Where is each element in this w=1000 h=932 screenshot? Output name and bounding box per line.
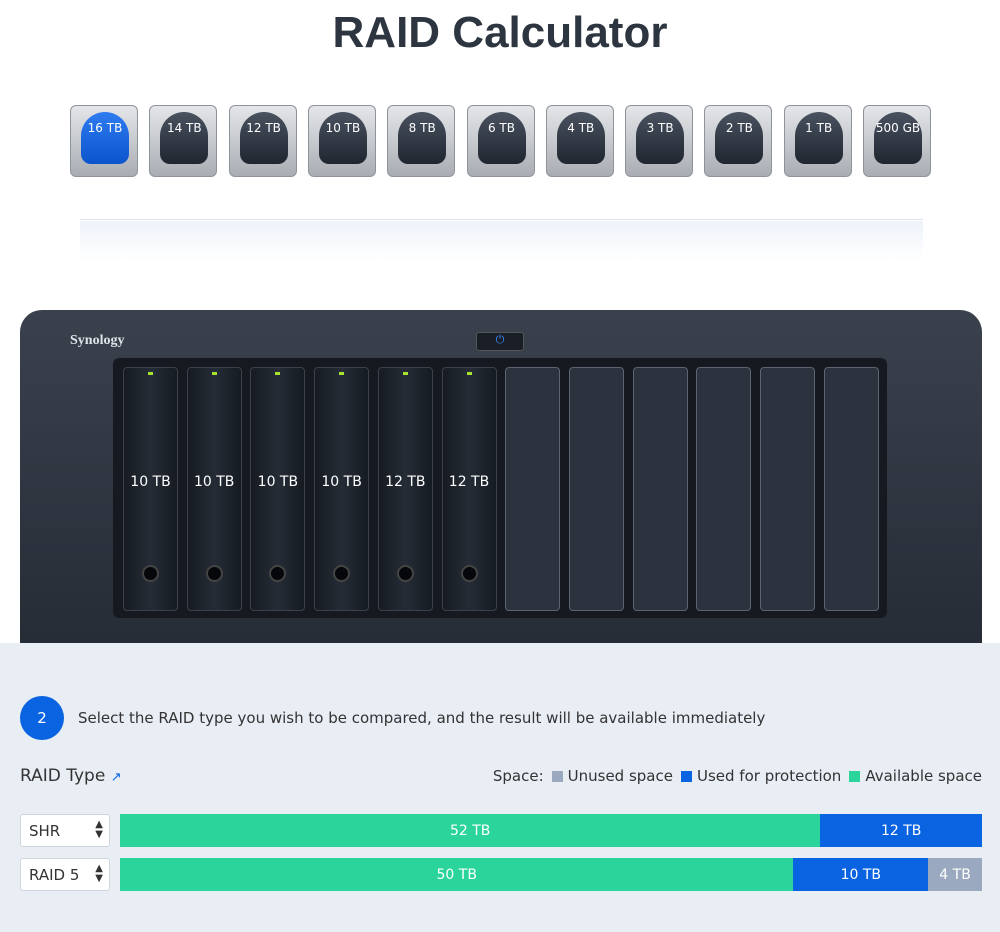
legend: Space: Unused space Used for protection Ava… bbox=[493, 767, 982, 785]
bay-lock bbox=[205, 565, 223, 582]
drive-bay[interactable]: 10 TB bbox=[123, 367, 178, 611]
drive-size: 500 GB bbox=[874, 112, 922, 164]
drive-size: 3 TB bbox=[636, 112, 685, 164]
drive-bay[interactable]: 10 TB bbox=[314, 367, 370, 611]
bay-lock bbox=[333, 565, 351, 582]
select-arrow: ▲ ▼ bbox=[95, 819, 103, 840]
legend-text: Unused space bbox=[567, 767, 673, 785]
drive-size: 10 TB bbox=[318, 112, 367, 164]
raid-type: SHR bbox=[29, 822, 61, 840]
bar-label: 10 TB bbox=[840, 866, 881, 883]
led bbox=[466, 372, 472, 375]
raid-select[interactable]: SHR ▲ ▼ bbox=[20, 814, 110, 847]
brand: Synology bbox=[70, 333, 125, 348]
bay-lock bbox=[269, 565, 287, 582]
empty-bay[interactable] bbox=[568, 367, 624, 611]
bar-label: 50 TB bbox=[436, 866, 477, 883]
raid-select[interactable]: RAID 5 ▲ ▼ bbox=[20, 858, 110, 891]
drive-size: 16 TB bbox=[81, 112, 129, 164]
bar-segment: 10 TB bbox=[793, 858, 929, 891]
led bbox=[402, 372, 408, 375]
drive-option[interactable]: 8 TB bbox=[387, 105, 456, 177]
drive-option[interactable]: 2 TB bbox=[704, 105, 773, 177]
drive-size: 8 TB bbox=[398, 112, 447, 164]
drive-option[interactable]: 500 GB bbox=[863, 105, 931, 177]
drive-size: 14 TB bbox=[160, 112, 209, 164]
drive-option[interactable]: 3 TB bbox=[625, 105, 694, 177]
drive-size: 12 TB bbox=[239, 112, 288, 164]
raid-type-label: RAID Type ↗ bbox=[20, 766, 122, 786]
bay-lock bbox=[460, 565, 478, 582]
empty-bay[interactable] bbox=[632, 367, 688, 611]
empty-bay[interactable] bbox=[696, 367, 752, 611]
bar-label: 12 TB bbox=[880, 822, 922, 839]
drive-size: 1 TB bbox=[794, 112, 843, 164]
led bbox=[211, 372, 217, 375]
select-arrow: ▲ ▼ bbox=[95, 863, 103, 884]
legend-item: Unused space bbox=[551, 767, 673, 785]
bar-segment: 52 TB bbox=[120, 814, 821, 847]
bay-lock bbox=[142, 565, 159, 582]
drive-size: 4 TB bbox=[556, 112, 605, 164]
bar-label: 4 TB bbox=[939, 866, 971, 883]
empty-bay[interactable] bbox=[823, 367, 879, 611]
legend-swatch bbox=[551, 770, 563, 782]
raid-type: RAID 5 bbox=[29, 866, 80, 884]
led bbox=[275, 372, 281, 375]
bar-segment: 4 TB bbox=[928, 858, 982, 891]
legend-text: Available space bbox=[865, 767, 982, 785]
step-number: 2 bbox=[20, 696, 64, 740]
legend-swatch bbox=[849, 770, 861, 782]
power-button[interactable]: ⏻ bbox=[476, 332, 524, 351]
legend-item: Used for protection bbox=[680, 767, 842, 785]
led bbox=[148, 372, 153, 375]
bay-lock bbox=[396, 565, 414, 582]
drive-option[interactable]: 4 TB bbox=[545, 105, 614, 177]
drive-option[interactable]: 10 TB bbox=[307, 105, 376, 177]
bar-segment: 12 TB bbox=[820, 814, 982, 847]
step-text: Select the RAID type you wish to be comp… bbox=[78, 709, 766, 727]
label: RAID Type bbox=[20, 766, 106, 786]
legend-text: Used for protection bbox=[696, 767, 842, 785]
drive-size: 2 TB bbox=[715, 112, 764, 164]
page-title: RAID Calculator bbox=[332, 8, 668, 57]
legend-item: Available space bbox=[849, 767, 982, 785]
bar-segment: 50 TB bbox=[120, 858, 794, 891]
empty-bay[interactable] bbox=[760, 367, 815, 611]
drive-option[interactable]: 6 TB bbox=[466, 105, 535, 177]
divider-shadow bbox=[80, 221, 923, 261]
drive-option[interactable]: 12 TB bbox=[228, 105, 297, 177]
drive-option[interactable]: 1 TB bbox=[783, 105, 852, 177]
divider bbox=[80, 219, 923, 220]
legend-swatch bbox=[680, 770, 692, 782]
drive-option[interactable]: 14 TB bbox=[149, 105, 218, 177]
bay-panel bbox=[113, 358, 887, 618]
bar-label: 52 TB bbox=[449, 822, 491, 839]
empty-bay[interactable] bbox=[505, 367, 561, 611]
led bbox=[339, 372, 345, 375]
drive-size: 6 TB bbox=[477, 112, 526, 164]
space-label: Space: bbox=[492, 767, 544, 785]
drive-option[interactable]: 16 TB bbox=[70, 105, 138, 177]
external-link[interactable]: ↗ bbox=[110, 770, 122, 785]
